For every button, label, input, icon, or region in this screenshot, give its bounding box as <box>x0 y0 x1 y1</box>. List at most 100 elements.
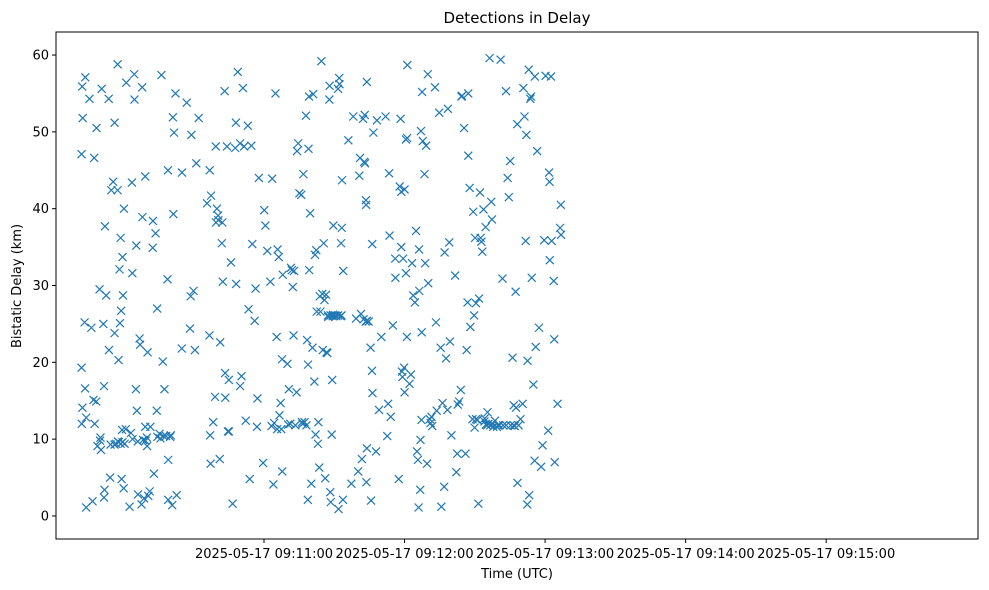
data-point <box>138 212 147 222</box>
data-point <box>208 417 218 427</box>
data-point <box>382 431 392 441</box>
data-point <box>135 340 145 350</box>
data-point <box>145 486 155 496</box>
data-point <box>524 490 534 500</box>
data-point <box>468 207 478 217</box>
data-point <box>440 248 450 257</box>
data-point <box>186 291 196 301</box>
data-point <box>113 59 123 69</box>
data-point <box>140 171 150 181</box>
data-point <box>220 393 230 403</box>
data-point <box>325 81 335 91</box>
data-point <box>328 221 338 231</box>
data-point <box>545 177 554 187</box>
data-point <box>511 403 521 413</box>
data-point <box>312 307 322 317</box>
data-point <box>116 306 126 316</box>
data-point <box>245 474 255 484</box>
data-point <box>119 204 129 214</box>
data-point <box>253 393 262 403</box>
data-point <box>296 190 306 200</box>
data-point <box>304 265 314 275</box>
data-point <box>292 387 301 397</box>
data-point <box>152 304 162 313</box>
data-point <box>463 297 472 307</box>
data-point <box>211 142 221 151</box>
data-point <box>89 395 98 405</box>
data-point <box>376 332 386 342</box>
data-point <box>163 495 173 505</box>
data-point <box>543 426 553 436</box>
data-point <box>156 70 166 80</box>
data-point <box>360 158 370 168</box>
data-point <box>105 473 115 482</box>
data-point <box>372 115 382 125</box>
data-point <box>190 345 200 355</box>
data-point <box>525 94 535 104</box>
data-point <box>366 343 376 353</box>
data-point <box>283 420 293 429</box>
data-point <box>250 316 260 326</box>
data-point <box>186 130 196 140</box>
data-point <box>516 414 525 424</box>
data-point <box>324 95 334 105</box>
data-point <box>305 208 315 218</box>
data-point <box>427 412 436 422</box>
data-point <box>326 497 336 507</box>
data-point <box>501 420 511 430</box>
data-point <box>327 430 337 439</box>
data-point <box>142 441 152 451</box>
data-point <box>320 295 329 305</box>
data-point <box>434 108 444 118</box>
data-point <box>469 311 479 320</box>
data-point <box>104 345 114 355</box>
y-tick-label: 50 <box>32 125 49 140</box>
data-point <box>443 405 452 415</box>
data-point <box>220 368 230 378</box>
data-point <box>325 487 335 497</box>
data-point <box>237 371 246 381</box>
data-point <box>556 230 566 240</box>
data-point <box>496 55 506 65</box>
data-point <box>99 381 109 391</box>
data-point <box>277 466 287 476</box>
x-axis: 2025-05-17 09:11:00 2025-05-17 09:12:00 20… <box>195 539 895 562</box>
data-point <box>215 454 225 464</box>
data-point <box>78 113 88 123</box>
data-point <box>520 112 529 121</box>
data-point <box>152 406 162 416</box>
data-point <box>522 500 532 509</box>
data-point <box>477 247 487 257</box>
data-point <box>177 168 187 178</box>
data-point <box>303 360 313 370</box>
data-point <box>413 455 423 465</box>
data-point <box>479 205 488 214</box>
data-point <box>290 420 300 430</box>
data-point <box>436 502 446 512</box>
data-point <box>412 447 422 456</box>
data-point <box>231 279 241 289</box>
data-points <box>77 53 566 514</box>
data-point <box>151 228 160 238</box>
data-point <box>501 86 511 96</box>
data-point <box>503 173 513 183</box>
data-point <box>422 459 432 469</box>
data-point <box>518 399 528 409</box>
data-point <box>194 113 204 123</box>
data-point <box>80 317 90 327</box>
data-point <box>167 500 177 510</box>
y-tick-label: 20 <box>32 356 49 371</box>
data-point <box>274 252 284 262</box>
data-point <box>149 469 159 479</box>
y-tick-label: 60 <box>32 49 49 64</box>
data-point <box>450 271 460 280</box>
data-point <box>476 237 486 247</box>
data-point <box>92 123 101 133</box>
data-point <box>278 270 288 280</box>
data-point <box>439 482 449 492</box>
data-point <box>251 284 261 293</box>
data-point <box>338 266 348 276</box>
data-point <box>304 144 313 154</box>
data-point <box>86 323 96 333</box>
